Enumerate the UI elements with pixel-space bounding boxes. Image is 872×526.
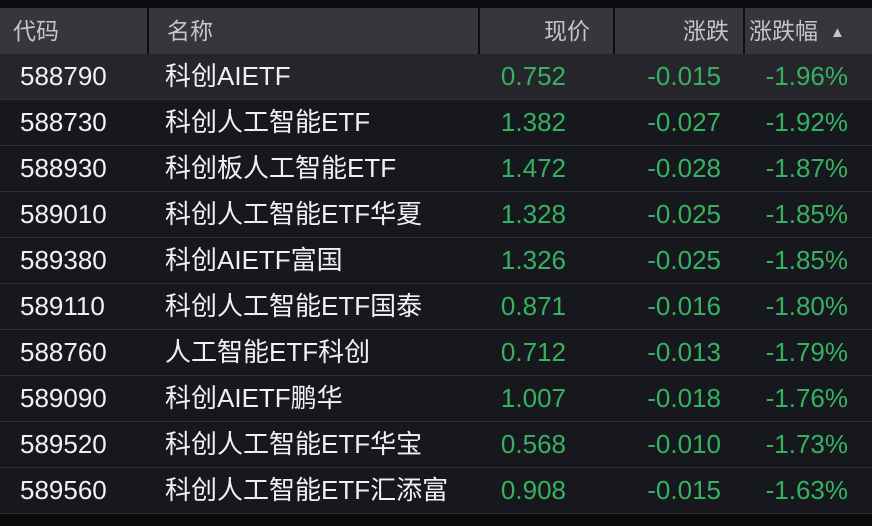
- stock-code: 589090: [20, 383, 107, 413]
- price-change-percent: -1.85%: [765, 199, 848, 229]
- column-header-change[interactable]: 涨跌: [613, 8, 743, 54]
- sort-ascending-icon: ▲: [830, 24, 845, 41]
- price-change: -0.015: [647, 475, 721, 505]
- table-row[interactable]: 589520 科创人工智能ETF华宝 0.568 -0.010 -1.73%: [0, 422, 872, 468]
- table-row[interactable]: 589090 科创AIETF鹏华 1.007 -0.018 -1.76%: [0, 376, 872, 422]
- column-header-price[interactable]: 现价: [478, 8, 613, 54]
- price-change: -0.018: [647, 383, 721, 413]
- stock-code: 588760: [20, 337, 107, 367]
- table-row[interactable]: 589560 科创人工智能ETF汇添富 0.908 -0.015 -1.63%: [0, 468, 872, 514]
- current-price: 1.382: [500, 107, 566, 137]
- price-change-percent: -1.87%: [765, 153, 848, 183]
- price-change-percent: -1.85%: [765, 245, 848, 275]
- price-change-percent: -1.73%: [765, 429, 848, 459]
- table-row[interactable]: 589380 科创AIETF富国 1.326 -0.025 -1.85%: [0, 238, 872, 284]
- column-header-change-percent[interactable]: 涨跌幅 ▲: [743, 8, 872, 54]
- stock-code: 589110: [20, 291, 105, 321]
- price-change: -0.028: [647, 153, 721, 183]
- current-price: 1.328: [500, 199, 566, 229]
- current-price: 0.752: [500, 61, 566, 91]
- price-change-percent: -1.76%: [765, 383, 848, 413]
- table-row[interactable]: 589010 科创人工智能ETF华夏 1.328 -0.025 -1.85%: [0, 192, 872, 238]
- current-price: 1.326: [500, 245, 566, 275]
- stock-name: 科创AIETF: [165, 61, 291, 91]
- current-price: 0.568: [500, 429, 566, 459]
- price-change: -0.016: [647, 291, 721, 321]
- stock-name: 科创人工智能ETF华夏: [165, 199, 423, 229]
- price-change: -0.025: [647, 199, 721, 229]
- stock-name: 科创人工智能ETF华宝: [165, 429, 423, 459]
- column-header-name[interactable]: 名称: [147, 8, 478, 54]
- column-header-code[interactable]: 代码: [13, 18, 59, 44]
- table-row[interactable]: 588790 科创AIETF 0.752 -0.015 -1.96%: [0, 54, 872, 100]
- price-change-percent: -1.96%: [765, 61, 848, 91]
- price-change: -0.010: [647, 429, 721, 459]
- table-row[interactable]: 588760 人工智能ETF科创 0.712 -0.013 -1.79%: [0, 330, 872, 376]
- table-row[interactable]: 588730 科创人工智能ETF 1.382 -0.027 -1.92%: [0, 100, 872, 146]
- current-price: 0.908: [500, 475, 566, 505]
- price-change-percent: -1.80%: [765, 291, 848, 321]
- current-price: 1.007: [500, 383, 566, 413]
- column-header-change-percent-label: 涨跌幅: [749, 18, 818, 44]
- price-change: -0.027: [647, 107, 721, 137]
- stock-code: 588930: [20, 153, 107, 183]
- stock-name: 科创板人工智能ETF: [165, 153, 397, 183]
- price-change-percent: -1.92%: [765, 107, 848, 137]
- current-price: 0.712: [500, 337, 566, 367]
- stock-code: 588790: [20, 61, 107, 91]
- stock-name: 科创人工智能ETF国泰: [165, 291, 423, 321]
- stock-name: 科创AIETF鹏华: [165, 383, 343, 413]
- table-row[interactable]: 589110 科创人工智能ETF国泰 0.871 -0.016 -1.80%: [0, 284, 872, 330]
- stock-code: 589520: [20, 429, 107, 459]
- table-row[interactable]: 588930 科创板人工智能ETF 1.472 -0.028 -1.87%: [0, 146, 872, 192]
- current-price: 0.871: [500, 291, 566, 321]
- stock-code: 589010: [20, 199, 107, 229]
- current-price: 1.472: [500, 153, 566, 183]
- stock-name: 科创人工智能ETF: [165, 107, 371, 137]
- stock-code: 588730: [20, 107, 107, 137]
- stock-code: 589560: [20, 475, 107, 505]
- table-body: 588790 科创AIETF 0.752 -0.015 -1.96% 58873…: [0, 54, 872, 514]
- table-header: 代码 名称 现价 涨跌 涨跌幅 ▲: [0, 8, 872, 54]
- price-change: -0.025: [647, 245, 721, 275]
- price-change: -0.013: [647, 337, 721, 367]
- price-change-percent: -1.79%: [765, 337, 848, 367]
- stock-name: 人工智能ETF科创: [165, 337, 371, 367]
- stock-code: 589380: [20, 245, 107, 275]
- stock-name: 科创人工智能ETF汇添富: [165, 475, 449, 505]
- stock-name: 科创AIETF富国: [165, 245, 343, 275]
- price-change-percent: -1.63%: [765, 475, 848, 505]
- price-change: -0.015: [647, 61, 721, 91]
